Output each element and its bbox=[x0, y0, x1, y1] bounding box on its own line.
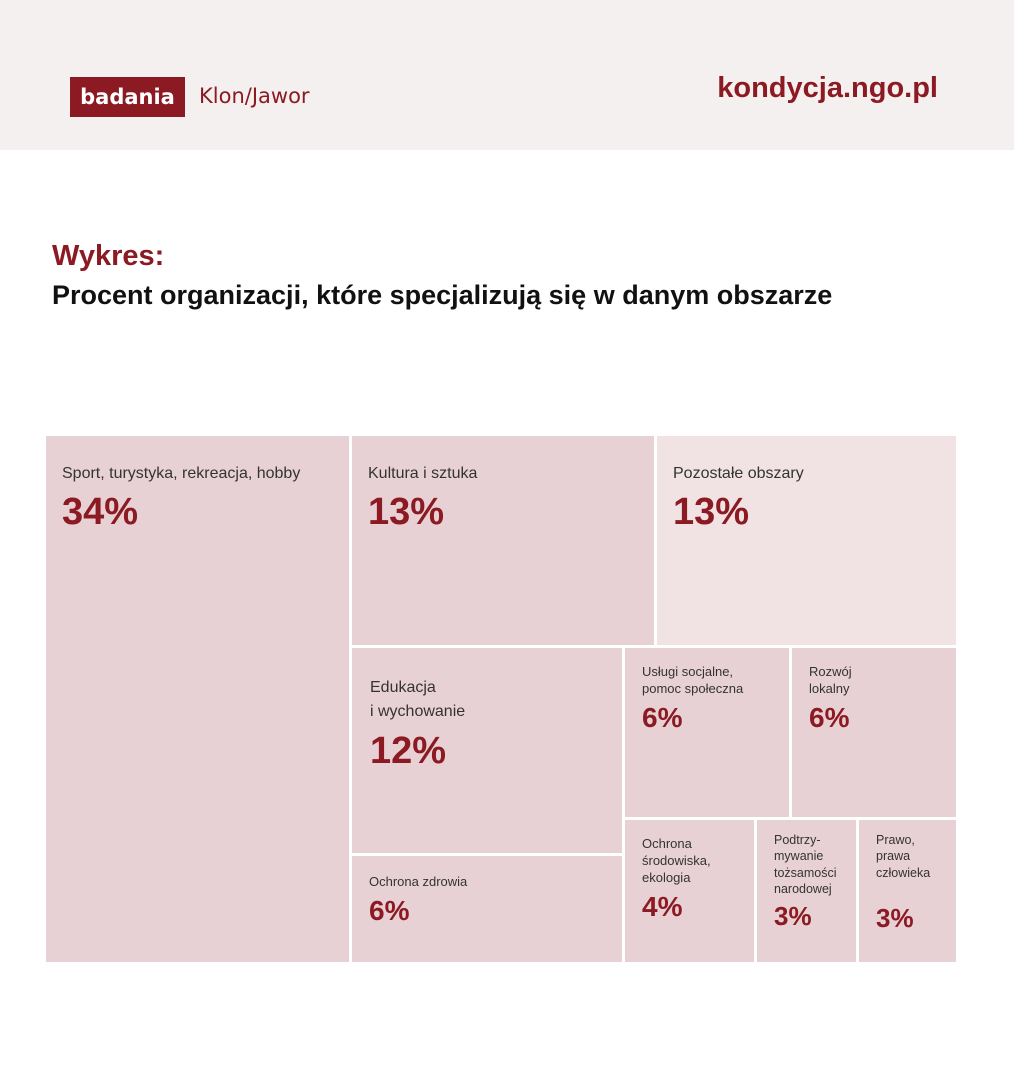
tile-value: 6% bbox=[642, 701, 683, 733]
treemap-tile: Edukacja i wychowanie 12% bbox=[352, 648, 622, 853]
logo-badge: badania bbox=[70, 77, 185, 117]
tile-value: 6% bbox=[369, 894, 410, 926]
site-link[interactable]: kondycja.ngo.pl bbox=[717, 72, 938, 104]
tile-label: Sport, turystyka, rekreacja, hobby bbox=[62, 465, 301, 482]
treemap-tile: Pozostałe obszary 13% bbox=[657, 436, 956, 645]
treemap-tile: Usługi socjalne, pomoc społeczna 6% bbox=[625, 648, 789, 817]
logo-org: Klon/Jawor bbox=[199, 84, 310, 108]
tile-value: 3% bbox=[876, 902, 914, 933]
chart-title: Wykres: bbox=[52, 240, 165, 272]
tile-value: 13% bbox=[673, 490, 750, 533]
tile-value: 4% bbox=[642, 890, 683, 922]
treemap-tile: Kultura i sztuka 13% bbox=[352, 436, 654, 645]
treemap-tile: Ochrona środowiska, ekologia 4% bbox=[625, 820, 754, 962]
tile-value: 3% bbox=[774, 901, 812, 931]
tile-label: Podtrzy- mywanie tożsamości narodowej bbox=[774, 833, 837, 896]
tile-label: Rozwój lokalny bbox=[809, 664, 852, 696]
chart-subtitle: Procent organizacji, które specjalizują … bbox=[52, 280, 833, 310]
header: badania Klon/Jawor kondycja.ngo.pl bbox=[0, 0, 1014, 150]
tile-label: Pozostałe obszary bbox=[673, 465, 804, 482]
tile-value: 6% bbox=[809, 701, 850, 733]
tile-label: Ochrona zdrowia bbox=[369, 874, 468, 889]
tile-label: Kultura i sztuka bbox=[368, 465, 478, 482]
tile-label: Usługi socjalne, pomoc społeczna bbox=[642, 664, 744, 696]
tile-label: Ochrona środowiska, ekologia bbox=[642, 836, 711, 885]
treemap-tile: Ochrona zdrowia 6% bbox=[352, 856, 622, 962]
tile-label: Edukacja i wychowanie bbox=[370, 679, 466, 720]
tile-value: 34% bbox=[62, 490, 139, 533]
treemap-tile: Rozwój lokalny 6% bbox=[792, 648, 956, 817]
treemap-tile: Podtrzy- mywanie tożsamości narodowej 3% bbox=[757, 820, 856, 962]
tile-label: Prawo, prawa człowieka bbox=[876, 833, 931, 880]
tile-value: 13% bbox=[368, 490, 445, 533]
treemap-tile: Sport, turystyka, rekreacja, hobby 34% bbox=[46, 436, 349, 962]
tile-value: 12% bbox=[370, 730, 447, 772]
treemap-tile: Prawo, prawa człowieka 3% bbox=[859, 820, 956, 962]
